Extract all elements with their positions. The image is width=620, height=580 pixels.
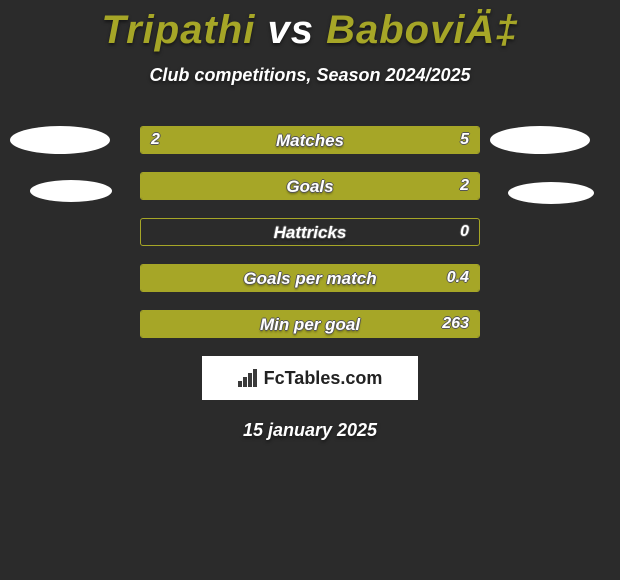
stat-label: Goals per match xyxy=(141,269,479,289)
avatar-oval xyxy=(508,182,594,204)
avatar-oval xyxy=(30,180,112,202)
stat-value-right: 2 xyxy=(460,177,469,195)
stat-bar: Goals2 xyxy=(140,172,480,200)
stats-area: Matches25Goals2Hattricks0Goals per match… xyxy=(0,126,620,338)
logo-text: FcTables.com xyxy=(264,368,383,389)
stat-bar: Goals per match0.4 xyxy=(140,264,480,292)
stat-bar: Min per goal263 xyxy=(140,310,480,338)
page-title: Tripathi vs BaboviÄ‡ xyxy=(0,0,620,53)
stat-value-right: 0.4 xyxy=(447,269,469,287)
title-vs: vs xyxy=(267,8,326,52)
stat-label: Goals xyxy=(141,177,479,197)
stat-value-right: 263 xyxy=(442,315,469,333)
stat-bar: Hattricks0 xyxy=(140,218,480,246)
stat-label: Hattricks xyxy=(141,223,479,243)
subtitle: Club competitions, Season 2024/2025 xyxy=(0,65,620,86)
stat-value-right: 5 xyxy=(460,131,469,149)
avatar-oval xyxy=(490,126,590,154)
stat-bar: Matches2 5 xyxy=(140,126,480,154)
title-right: BaboviÄ‡ xyxy=(326,8,519,52)
logo: FcTables.com xyxy=(238,368,383,389)
stat-label: Matches xyxy=(141,131,479,151)
stat-label: Min per goal xyxy=(141,315,479,335)
logo-box: FcTables.com xyxy=(202,356,418,400)
date: 15 january 2025 xyxy=(0,420,620,441)
title-left: Tripathi xyxy=(101,8,255,52)
chart-icon xyxy=(238,369,260,387)
stat-value-right: 0 xyxy=(460,223,469,241)
stat-value-left: 2 xyxy=(151,131,160,149)
avatar-oval xyxy=(10,126,110,154)
